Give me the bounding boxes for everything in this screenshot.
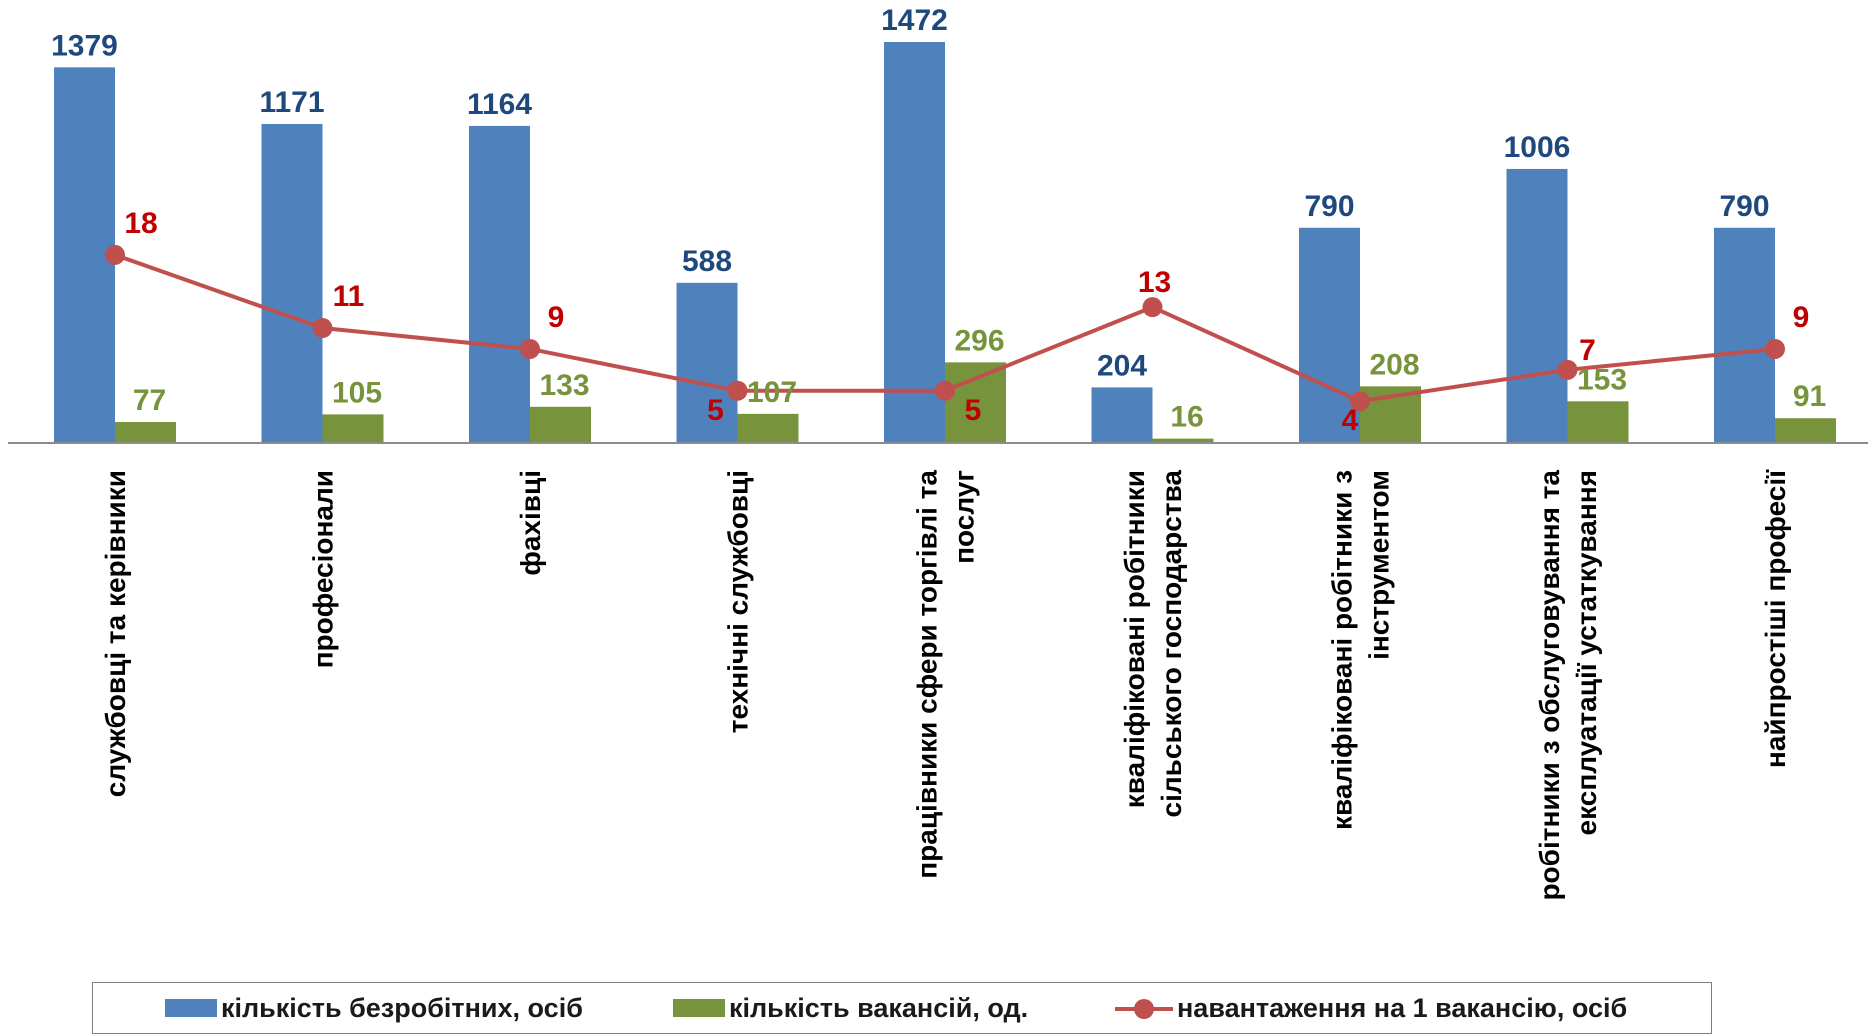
load-point xyxy=(105,244,125,265)
label-load: 9 xyxy=(548,301,565,334)
category-label-line: експлуатації устаткування xyxy=(1571,470,1602,835)
bar-unemployed xyxy=(676,282,738,443)
label-load: 11 xyxy=(333,280,365,313)
category-label-line: технічні службовці xyxy=(723,470,754,733)
legend-swatch-unemployed xyxy=(165,999,217,1017)
bar-vacancies xyxy=(1152,438,1214,443)
load-point xyxy=(1350,391,1370,412)
category-label-line: інструментом xyxy=(1364,470,1395,660)
label-load: 9 xyxy=(1793,301,1810,334)
label-unemployed: 790 xyxy=(1304,190,1354,223)
label-vacancies: 16 xyxy=(1170,401,1203,434)
legend-swatch-load xyxy=(1115,999,1173,1019)
chart-plot: 1379771171105116413358810714722962041679… xyxy=(8,4,1868,901)
label-unemployed: 1472 xyxy=(881,4,948,37)
category-label: професіонали xyxy=(308,470,339,668)
bar-unemployed xyxy=(469,125,530,443)
category-label-line: кваліфіковані робітники з xyxy=(1327,470,1358,830)
legend-label-vacancies: кількість вакансій, од. xyxy=(729,992,1029,1023)
bar-vacancies xyxy=(945,362,1006,443)
load-point xyxy=(1142,297,1163,318)
category-label: робітники з обслуговування та експлуатаці… xyxy=(1534,470,1602,901)
label-load: 5 xyxy=(707,394,724,427)
load-point xyxy=(727,380,748,401)
label-load: 5 xyxy=(965,394,982,427)
category-label: кваліфіковані робітники сільського господ… xyxy=(1119,470,1187,818)
load-point xyxy=(520,338,540,359)
category-label: технічні службовці xyxy=(723,470,754,733)
bar-unemployed xyxy=(1506,168,1568,443)
label-unemployed: 790 xyxy=(1719,190,1769,223)
bar-unemployed xyxy=(1714,227,1775,443)
bar-vacancies xyxy=(1775,418,1836,443)
category-label-line: працівники сфери торгівлі та xyxy=(912,470,943,879)
bar-unemployed xyxy=(261,123,323,444)
category-label: фахівці xyxy=(515,470,546,576)
chart-legend: кількість безробітних, осіб кількість ва… xyxy=(92,982,1712,1034)
category-label-line: фахівці xyxy=(515,470,546,576)
bar-unemployed xyxy=(1299,227,1360,443)
bar-unemployed xyxy=(1091,387,1153,443)
bar-unemployed xyxy=(54,67,115,444)
legend-label-load: навантаження на 1 вакансію, осіб xyxy=(1177,992,1628,1023)
load-point xyxy=(935,380,955,401)
load-point xyxy=(1765,338,1785,359)
category-label: найпростіші професії xyxy=(1760,469,1791,768)
label-vacancies: 153 xyxy=(1577,363,1627,396)
label-vacancies: 105 xyxy=(332,376,382,409)
label-vacancies: 296 xyxy=(954,324,1004,357)
legend-item-unemployed: кількість безробітних, осіб xyxy=(165,983,583,1033)
label-vacancies: 208 xyxy=(1369,348,1419,381)
label-unemployed: 1171 xyxy=(259,86,324,119)
label-load: 7 xyxy=(1579,334,1596,367)
label-unemployed: 588 xyxy=(682,245,732,278)
bar-vacancies xyxy=(1567,401,1629,443)
legend-label-unemployed: кількість безробітних, осіб xyxy=(221,992,583,1023)
label-unemployed: 1379 xyxy=(51,29,118,62)
legend-item-vacancies: кількість вакансій, од. xyxy=(673,983,1028,1033)
bar-vacancies xyxy=(737,413,799,443)
load-point xyxy=(312,318,333,339)
label-vacancies: 91 xyxy=(1793,380,1826,413)
category-label-line: сільського господарства xyxy=(1156,470,1187,818)
bar-unemployed xyxy=(884,42,945,443)
label-load: 18 xyxy=(124,207,157,240)
category-label-line: службовці та керівники xyxy=(100,470,131,797)
bar-vacancies xyxy=(115,422,176,443)
label-vacancies: 77 xyxy=(133,384,166,417)
label-unemployed: 1164 xyxy=(467,88,532,121)
load-point xyxy=(1557,359,1578,380)
category-label-line: кваліфіковані робітники xyxy=(1119,470,1150,808)
bar-vacancies xyxy=(530,406,591,443)
legend-item-load: навантаження на 1 вакансію, осіб xyxy=(1115,983,1627,1033)
label-vacancies: 133 xyxy=(539,369,589,402)
label-load: 4 xyxy=(1342,404,1359,437)
category-label-line: найпростіші професії xyxy=(1760,469,1791,768)
label-vacancies: 107 xyxy=(747,376,797,409)
category-label: службовці та керівники xyxy=(100,470,131,797)
label-load: 13 xyxy=(1138,266,1171,299)
category-label-line: послуг xyxy=(949,470,980,564)
category-label: працівники сфери торгівлі та послуг xyxy=(912,470,980,879)
category-label-line: професіонали xyxy=(308,470,339,668)
category-label: кваліфіковані робітники з інструментом xyxy=(1327,470,1395,830)
category-label-line: робітники з обслуговування та xyxy=(1534,470,1565,901)
bar-vacancies xyxy=(322,414,384,443)
label-unemployed: 204 xyxy=(1097,349,1147,382)
label-unemployed: 1006 xyxy=(1504,131,1571,164)
legend-swatch-vacancies xyxy=(673,999,725,1017)
